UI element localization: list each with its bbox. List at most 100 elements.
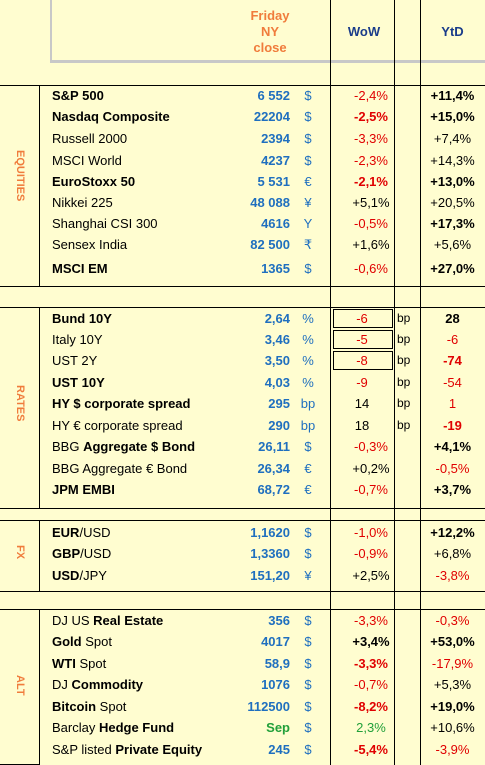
alt-top-rule bbox=[0, 609, 485, 610]
wow-change: 2,3% bbox=[356, 720, 386, 735]
table-row: S&P 500 6 552 $ -2,4% +11,4% bbox=[0, 85, 485, 106]
equities-section-label: EQUITIES bbox=[14, 150, 26, 202]
close-value: 1365 bbox=[261, 261, 290, 276]
row-label-part: /USD bbox=[80, 546, 112, 561]
header-bottom-rule bbox=[50, 60, 485, 63]
row-label-part: Private Equity bbox=[115, 742, 203, 757]
unit-label: ¥ bbox=[304, 568, 312, 583]
table-row: Nikkei 225 48 088 ¥ +5,1% +20,5% bbox=[0, 192, 485, 213]
table-row: EuroStoxx 50 5 531 € -2,1% +13,0% bbox=[0, 171, 485, 192]
wow-change: 18 bbox=[354, 418, 370, 433]
row-label: Gold Spot bbox=[52, 631, 112, 652]
row-label-part: Commodity bbox=[71, 677, 144, 692]
unit-label: € bbox=[304, 174, 312, 189]
unit-label: $ bbox=[304, 261, 312, 276]
ytd-change: +19,0% bbox=[430, 699, 475, 714]
ytd-change: -19 bbox=[443, 418, 462, 433]
wow-change: -2,4% bbox=[354, 88, 388, 103]
wow-change: -0,3% bbox=[354, 439, 388, 454]
ytd-change: +5,6% bbox=[433, 237, 472, 252]
ytd-change: +20,5% bbox=[430, 195, 475, 210]
fx-section-label: FX bbox=[14, 545, 26, 560]
row-label-part: USD bbox=[52, 568, 80, 583]
row-label-part: Spot bbox=[81, 634, 112, 649]
close-value: 4616 bbox=[261, 216, 290, 231]
bp-unit: bp bbox=[397, 311, 411, 325]
bp-unit: bp bbox=[397, 353, 411, 367]
table-row: Italy 10Y 3,46% -5 bp -6 bbox=[0, 329, 485, 350]
rates-section-label: RATES bbox=[14, 385, 26, 422]
close-value: 112500 bbox=[247, 699, 290, 714]
row-label: Barclay Hedge Fund bbox=[52, 717, 174, 738]
unit-label: $ bbox=[304, 439, 312, 454]
unit-label: $ bbox=[304, 613, 312, 628]
wow-change: +2,5% bbox=[352, 568, 390, 583]
row-label: Italy 10Y bbox=[52, 329, 103, 350]
row-label-part: Sensex India bbox=[52, 237, 128, 252]
unit-label: € bbox=[304, 461, 312, 476]
table-row: S&P listed Private Equity 245 $ -5,4% -3,9% bbox=[0, 739, 485, 760]
ytd-change: +12,2% bbox=[430, 525, 475, 540]
row-label-part: Bund 10Y bbox=[52, 311, 112, 326]
unit-label: Y bbox=[303, 216, 313, 231]
ytd-change: +10,6% bbox=[430, 720, 475, 735]
close-value: 4017 bbox=[261, 634, 290, 649]
row-label-part: S&P listed bbox=[52, 742, 116, 757]
wow-col-left bbox=[330, 0, 331, 765]
row-label: Bund 10Y bbox=[52, 308, 112, 329]
unit-label: $ bbox=[304, 546, 312, 561]
rates-top-rule bbox=[0, 307, 485, 308]
header-shade bbox=[50, 0, 485, 62]
row-label: HY $ corporate spread bbox=[52, 393, 190, 414]
wow-change: -5,4% bbox=[354, 742, 388, 757]
row-label: HY € corporate spread bbox=[52, 415, 183, 436]
table-row: Bitcoin Spot 112500 $ -8,2% +19,0% bbox=[0, 696, 485, 717]
wow-change: -3,3% bbox=[354, 656, 388, 671]
wow-change: -8,2% bbox=[354, 699, 388, 714]
close-value: 151,20 bbox=[250, 568, 290, 583]
row-label: USD/JPY bbox=[52, 565, 107, 586]
ytd-change: -3,9% bbox=[435, 742, 470, 757]
equities-top-rule bbox=[0, 85, 485, 86]
wow-change: -2,5% bbox=[354, 109, 388, 124]
ytd-change: +4,1% bbox=[433, 439, 472, 454]
table-row: UST 10Y 4,03% -9 bp -54 bbox=[0, 372, 485, 393]
table-row: Bund 10Y 2,64% -6 bp 28 bbox=[0, 308, 485, 329]
unit-label: % bbox=[302, 311, 314, 326]
table-row: BBG Aggregate € Bond 26,34 € +0,2% -0,5% bbox=[0, 458, 485, 479]
wow-highlight-box bbox=[333, 309, 393, 328]
unit-label: $ bbox=[304, 742, 312, 757]
row-label: GBP/USD bbox=[52, 543, 111, 564]
row-label: Nikkei 225 bbox=[52, 192, 113, 213]
row-label-part: Spot bbox=[96, 699, 127, 714]
unit-label: $ bbox=[304, 699, 312, 714]
row-label-part: MSCI EM bbox=[52, 261, 108, 276]
bp-unit: bp bbox=[397, 418, 411, 432]
row-label: BBG Aggregate € Bond bbox=[52, 458, 187, 479]
ytd-change: +14,3% bbox=[430, 153, 475, 168]
row-label: WTI Spot bbox=[52, 653, 106, 674]
row-label-part: Russell 2000 bbox=[52, 131, 128, 146]
ytd-change: -6 bbox=[446, 332, 459, 347]
close-value: 1,3360 bbox=[250, 546, 290, 561]
close-value: 82 500 bbox=[250, 237, 290, 252]
row-label-part: DJ US bbox=[52, 613, 94, 628]
row-label-part: Bitcoin bbox=[52, 699, 97, 714]
close-value: 5 531 bbox=[257, 174, 290, 189]
row-label: EUR/USD bbox=[52, 522, 111, 543]
ytd-change: +15,0% bbox=[430, 109, 475, 124]
close-value: 3,46 bbox=[264, 332, 290, 347]
row-label: S&P 500 bbox=[52, 85, 104, 106]
row-label: MSCI World bbox=[52, 150, 122, 171]
row-label-part: Nikkei 225 bbox=[52, 195, 113, 210]
row-label: Bitcoin Spot bbox=[52, 696, 126, 717]
ytd-change: +17,3% bbox=[430, 216, 475, 231]
wow-change: -9 bbox=[356, 375, 368, 390]
table-row: Sensex India 82 500 ₹ +1,6% +5,6% bbox=[0, 234, 485, 255]
ytd-change: -0,5% bbox=[435, 461, 470, 476]
table-row: Shanghai CSI 300 4616 Y -0,5% +17,3% bbox=[0, 213, 485, 234]
wow-change: -8 bbox=[356, 353, 368, 368]
table-row: DJ Commodity 1076 $ -0,7% +5,3% bbox=[0, 674, 485, 695]
close-value: 68,72 bbox=[257, 482, 290, 497]
table-row: JPM EMBI 68,72 € -0,7% +3,7% bbox=[0, 479, 485, 500]
